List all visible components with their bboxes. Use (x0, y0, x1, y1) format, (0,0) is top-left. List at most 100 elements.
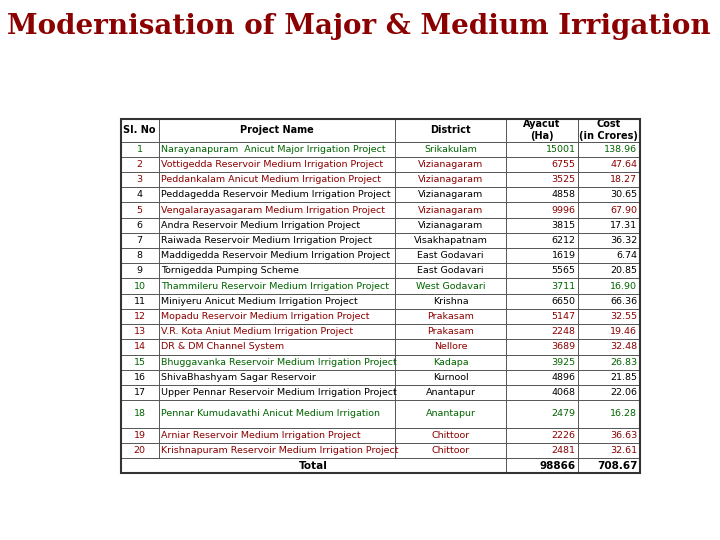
Bar (121, 309, 158, 324)
Text: 10: 10 (134, 281, 145, 291)
Text: 21.85: 21.85 (611, 373, 637, 382)
Text: Total: Total (299, 461, 328, 470)
Bar (121, 370, 158, 385)
Bar (506, 443, 578, 458)
Text: 9996: 9996 (552, 206, 576, 214)
Text: 2481: 2481 (552, 446, 576, 455)
Text: Vengalarayasagaram Medium Irrigation Project: Vengalarayasagaram Medium Irrigation Pro… (161, 206, 384, 214)
Bar (578, 172, 639, 187)
Text: District: District (430, 125, 471, 135)
Bar (158, 233, 395, 248)
Bar (158, 202, 395, 218)
Text: East Godavari: East Godavari (417, 266, 484, 275)
Text: 32.48: 32.48 (611, 342, 637, 352)
Text: 5: 5 (137, 206, 143, 214)
Bar (395, 279, 506, 294)
Bar (158, 187, 395, 202)
Bar (506, 370, 578, 385)
Bar (578, 279, 639, 294)
Text: Arniar Reservoir Medium Irrigation Project: Arniar Reservoir Medium Irrigation Proje… (161, 430, 361, 440)
Bar (395, 157, 506, 172)
Bar (506, 233, 578, 248)
Text: 3: 3 (137, 175, 143, 184)
Text: 32.61: 32.61 (611, 446, 637, 455)
Text: 26.83: 26.83 (611, 357, 637, 367)
Text: 18.27: 18.27 (611, 175, 637, 184)
Text: Krishna: Krishna (433, 297, 468, 306)
Text: 6: 6 (137, 221, 143, 230)
Bar (578, 187, 639, 202)
Text: Raiwada Reservoir Medium Irrigation Project: Raiwada Reservoir Medium Irrigation Proj… (161, 236, 372, 245)
Bar (121, 172, 158, 187)
Bar (121, 119, 639, 473)
Bar (395, 264, 506, 279)
Bar (506, 309, 578, 324)
Text: Thammileru Reservoir Medium Irrigation Project: Thammileru Reservoir Medium Irrigation P… (161, 281, 389, 291)
Bar (395, 400, 506, 428)
Bar (158, 324, 395, 339)
Text: Prakasam: Prakasam (427, 312, 474, 321)
Text: 14: 14 (134, 342, 145, 352)
Text: Vizianagaram: Vizianagaram (418, 191, 483, 199)
Text: Peddagedda Reservoir Medium Irrigation Project: Peddagedda Reservoir Medium Irrigation P… (161, 191, 390, 199)
Bar (578, 339, 639, 355)
Text: 16: 16 (134, 373, 145, 382)
Text: 3525: 3525 (552, 175, 576, 184)
Text: 5147: 5147 (552, 312, 576, 321)
Text: 17.31: 17.31 (611, 221, 637, 230)
Text: Chittoor: Chittoor (431, 446, 469, 455)
Bar (121, 400, 158, 428)
Text: 19.46: 19.46 (611, 327, 637, 336)
Bar (395, 248, 506, 264)
Bar (395, 428, 506, 443)
Bar (578, 202, 639, 218)
Bar (506, 279, 578, 294)
Bar (395, 443, 506, 458)
Bar (578, 233, 639, 248)
Bar (506, 157, 578, 172)
Bar (158, 248, 395, 264)
Bar (158, 172, 395, 187)
Text: Chittoor: Chittoor (431, 430, 469, 440)
Text: Peddankalam Anicut Medium Irrigation Project: Peddankalam Anicut Medium Irrigation Pro… (161, 175, 381, 184)
Text: 9: 9 (137, 266, 143, 275)
Text: 22.06: 22.06 (611, 388, 637, 397)
Text: 1: 1 (137, 145, 143, 154)
Text: 6.74: 6.74 (616, 251, 637, 260)
Bar (158, 443, 395, 458)
Text: 36.32: 36.32 (610, 236, 637, 245)
Bar (158, 119, 395, 141)
Bar (121, 157, 158, 172)
Bar (506, 458, 578, 473)
Bar (395, 218, 506, 233)
Text: 20: 20 (134, 446, 145, 455)
Bar (121, 264, 158, 279)
Bar (158, 428, 395, 443)
Text: Nellore: Nellore (433, 342, 467, 352)
Bar (395, 141, 506, 157)
Bar (395, 309, 506, 324)
Text: Vizianagaram: Vizianagaram (418, 206, 483, 214)
Text: Project Name: Project Name (240, 125, 313, 135)
Text: 6755: 6755 (552, 160, 576, 169)
Bar (578, 443, 639, 458)
Text: Anantapur: Anantapur (426, 409, 475, 418)
Text: V.R. Kota Aniut Medium Irrigation Project: V.R. Kota Aniut Medium Irrigation Projec… (161, 327, 353, 336)
Text: 708.67: 708.67 (597, 461, 637, 470)
Bar (121, 355, 158, 370)
Text: ShivaBhashyam Sagar Reservoir: ShivaBhashyam Sagar Reservoir (161, 373, 315, 382)
Bar (578, 157, 639, 172)
Bar (506, 355, 578, 370)
Text: 3689: 3689 (552, 342, 576, 352)
Bar (158, 400, 395, 428)
Bar (121, 202, 158, 218)
Text: 2: 2 (137, 160, 143, 169)
Bar (158, 370, 395, 385)
Bar (121, 233, 158, 248)
Text: 138.96: 138.96 (604, 145, 637, 154)
Text: 36.63: 36.63 (610, 430, 637, 440)
Bar (395, 119, 506, 141)
Text: Vizianagaram: Vizianagaram (418, 221, 483, 230)
Text: Andra Reservoir Medium Irrigation Project: Andra Reservoir Medium Irrigation Projec… (161, 221, 360, 230)
Text: 16.28: 16.28 (611, 409, 637, 418)
